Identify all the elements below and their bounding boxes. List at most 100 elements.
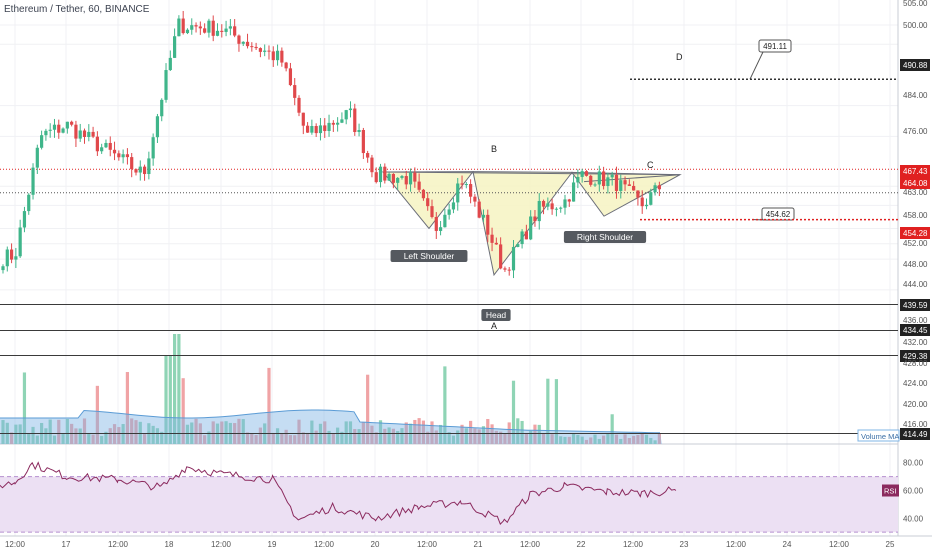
time-tick-12:00: 12:00 — [623, 540, 644, 549]
candle-body — [190, 25, 193, 30]
candle-body — [177, 19, 180, 37]
candle-body — [452, 202, 455, 209]
price-tick-500.00: 500.00 — [903, 21, 928, 30]
price-tick-424.00: 424.00 — [903, 379, 928, 388]
time-tick-23: 23 — [680, 540, 689, 549]
candle-body — [212, 21, 215, 36]
candle-body — [74, 125, 77, 139]
time-tick-12:00: 12:00 — [108, 540, 129, 549]
candle-body — [426, 198, 429, 206]
candle-body — [19, 228, 22, 257]
candle-body — [632, 186, 635, 191]
candle-body — [182, 19, 185, 34]
candle-body — [27, 195, 30, 211]
candle-body — [435, 217, 438, 231]
candle-body — [40, 135, 43, 148]
candle-body — [229, 26, 232, 28]
symbol-title: Ethereum / Tether, 60, BINANCE — [4, 4, 149, 15]
price-tick-420.00: 420.00 — [903, 400, 928, 409]
time-tick-12:00: 12:00 — [211, 540, 232, 549]
candle-body — [109, 143, 112, 150]
candle-body — [503, 268, 506, 269]
candle-body — [237, 36, 240, 44]
candle-body — [593, 184, 596, 185]
candle-body — [336, 123, 339, 125]
candle-body — [349, 109, 352, 111]
candle-body — [357, 130, 360, 132]
time-tick-17: 17 — [62, 540, 71, 549]
rsi-tick-40.00: 40.00 — [903, 514, 924, 523]
candle-body — [581, 171, 584, 177]
candle-body — [478, 202, 481, 218]
candle-body — [576, 177, 579, 183]
candle-body — [169, 58, 172, 70]
candle-body — [641, 198, 644, 207]
candle-body — [589, 176, 592, 185]
candle-body — [91, 132, 94, 137]
candle-body — [658, 185, 661, 189]
candle-body — [242, 42, 245, 44]
candle-body — [96, 137, 99, 152]
candle-body — [79, 130, 82, 138]
candle-body — [319, 125, 322, 133]
candle-body — [615, 175, 618, 191]
candle-body — [512, 247, 515, 270]
candle-body — [649, 192, 652, 205]
price-tag-label-439.59: 439.59 — [903, 301, 928, 310]
candle-body — [53, 125, 56, 130]
price-tag-label-467.43: 467.43 — [903, 167, 928, 176]
candle-body — [233, 26, 236, 35]
volume-ma-label: Volume MA — [861, 432, 899, 441]
candle-body — [199, 26, 202, 28]
candle-body — [117, 153, 120, 157]
candle-body — [529, 216, 532, 239]
candle-body — [6, 250, 9, 267]
candle-body — [538, 201, 541, 221]
candle-body — [628, 184, 631, 186]
candle-body — [280, 51, 283, 63]
candle-body — [207, 21, 210, 33]
candle-body — [520, 231, 523, 244]
candle-body — [310, 126, 313, 133]
head-label: Head — [486, 310, 507, 320]
candle-body — [430, 206, 433, 217]
candle-body — [645, 205, 648, 206]
rsi-tick-60.00: 60.00 — [903, 487, 924, 496]
candle-body — [551, 203, 554, 209]
candle-body — [31, 168, 34, 195]
time-tick-19: 19 — [268, 540, 277, 549]
candle-body — [36, 148, 39, 168]
candle-body — [297, 98, 300, 113]
candle-body — [113, 150, 116, 154]
candle-body — [10, 250, 13, 260]
time-tick-25: 25 — [886, 540, 895, 549]
candle-body — [126, 154, 129, 157]
candle-body — [139, 167, 142, 173]
candle-body — [636, 190, 639, 197]
callout-top: 491.11 — [763, 42, 787, 51]
candle-body — [160, 100, 163, 116]
candle-body — [285, 63, 288, 69]
candle-body — [340, 119, 343, 122]
candle-body — [327, 123, 330, 131]
candle-body — [508, 270, 511, 271]
candle-body — [100, 147, 103, 151]
candle-body — [422, 190, 425, 198]
candle-body — [443, 215, 446, 227]
time-tick-12:00: 12:00 — [5, 540, 26, 549]
candle-body — [61, 129, 64, 133]
left-shoulder-label: Left Shoulder — [404, 251, 455, 261]
candle-body — [602, 171, 605, 186]
candle-body — [383, 167, 386, 181]
candle-body — [1, 266, 4, 270]
candle-body — [263, 51, 266, 52]
candle-body — [490, 235, 493, 243]
candle-body — [370, 158, 373, 173]
price-tick-432.00: 432.00 — [903, 338, 928, 347]
price-tick-444.00: 444.00 — [903, 280, 928, 289]
price-tick-428.00: 428.00 — [903, 359, 928, 368]
candle-body — [465, 184, 468, 185]
candle-body — [392, 174, 395, 183]
candle-body — [220, 31, 223, 32]
